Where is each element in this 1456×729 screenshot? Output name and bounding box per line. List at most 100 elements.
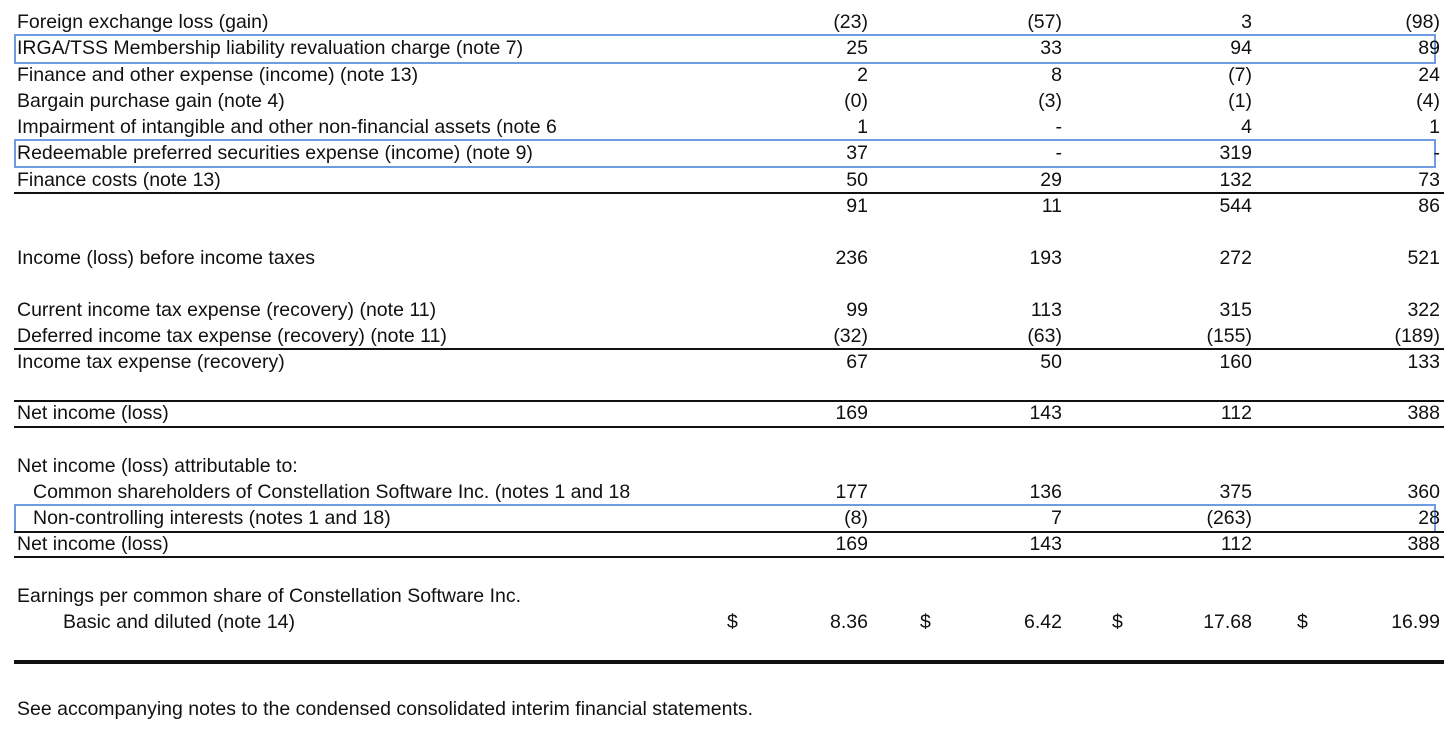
cell-value: 99 (846, 299, 868, 321)
row-label: Net income (loss) (17, 533, 169, 555)
currency-symbol: $ (1112, 611, 1123, 633)
cell-value: 193 (1029, 247, 1062, 269)
cell-value: 521 (1407, 247, 1440, 269)
row-label: Earnings per common share of Constellati… (17, 585, 522, 607)
cell-value: (155) (1206, 325, 1252, 347)
cell-value: 16.99 (1391, 611, 1440, 633)
cell-value: 133 (1407, 351, 1440, 373)
row-label: Finance and other expense (income) (note… (17, 64, 419, 86)
currency-symbol: $ (920, 611, 931, 633)
row-label: Finance costs (note 13) (17, 169, 221, 191)
highlight-box (14, 34, 1436, 64)
cell-value: 7 (1051, 507, 1062, 529)
cell-value: 3 (1241, 11, 1252, 33)
rule (14, 348, 1444, 350)
cell-value: 143 (1029, 402, 1062, 424)
row-label: Income (loss) before income taxes (17, 247, 316, 269)
cell-value: (98) (1405, 11, 1440, 33)
cell-value: (57) (1027, 11, 1062, 33)
cell-value: 132 (1219, 169, 1252, 191)
cell-value: 375 (1219, 481, 1252, 503)
cell-value: 28 (1418, 507, 1440, 529)
row-label: Common shareholders of Constellation Sof… (33, 481, 631, 503)
rule (14, 426, 1444, 428)
cell-value: (0) (844, 90, 868, 112)
cell-value: 73 (1418, 169, 1440, 191)
cell-value: - (1433, 142, 1441, 164)
row-label: Foreign exchange loss (gain) (17, 11, 269, 33)
row-label: Redeemable preferred securities expense … (17, 142, 533, 164)
cell-value: 86 (1418, 195, 1440, 217)
row-label: IRGA/TSS Membership liability revaluatio… (17, 37, 524, 59)
cell-value: (63) (1027, 325, 1062, 347)
row-label: Current income tax expense (recovery) (n… (17, 299, 437, 321)
cell-value: 112 (1220, 533, 1252, 555)
currency-symbol: $ (1297, 611, 1308, 633)
cell-value: 113 (1030, 299, 1062, 321)
rule (14, 192, 1444, 194)
cell-value: 388 (1407, 402, 1440, 424)
cell-value: 25 (846, 37, 868, 59)
cell-value: - (1055, 142, 1063, 164)
cell-value: 8.36 (830, 611, 868, 633)
cell-value: 24 (1418, 64, 1440, 86)
cell-value: - (1055, 116, 1063, 138)
rule (14, 556, 1444, 558)
cell-value: 50 (1040, 351, 1062, 373)
cell-value: 272 (1219, 247, 1252, 269)
cell-value: 6.42 (1024, 611, 1062, 633)
cell-value: (263) (1206, 507, 1252, 529)
rule (14, 400, 1444, 402)
cell-value: 388 (1407, 533, 1440, 555)
cell-value: 169 (835, 533, 868, 555)
cell-value: (32) (833, 325, 868, 347)
cell-value: 319 (1219, 142, 1252, 164)
cell-value: 544 (1219, 195, 1252, 217)
cell-value: (189) (1394, 325, 1440, 347)
cell-value: 37 (846, 142, 868, 164)
row-label: Non-controlling interests (notes 1 and 1… (33, 507, 391, 529)
highlight-box (14, 139, 1436, 168)
cell-value: 360 (1407, 481, 1440, 503)
cell-value: 112 (1220, 402, 1252, 424)
row-label: Income tax expense (recovery) (17, 351, 285, 373)
cell-value: 17.68 (1203, 611, 1252, 633)
cell-value: 236 (835, 247, 868, 269)
row-label: Net income (loss) attributable to: (17, 455, 298, 477)
cell-value: 160 (1219, 351, 1252, 373)
cell-value: (4) (1416, 90, 1440, 112)
cell-value: 91 (846, 195, 868, 217)
cell-value: (23) (833, 11, 868, 33)
cell-value: 143 (1029, 533, 1062, 555)
row-label: Impairment of intangible and other non-f… (17, 116, 557, 138)
cell-value: (8) (844, 507, 868, 529)
row-label: Deferred income tax expense (recovery) (… (17, 325, 447, 347)
cell-value: 33 (1040, 37, 1062, 59)
cell-value: 315 (1219, 299, 1252, 321)
cell-value: 1 (1429, 116, 1440, 138)
currency-symbol: $ (727, 611, 738, 633)
cell-value: 177 (835, 481, 868, 503)
cell-value: 94 (1230, 37, 1252, 59)
rule (14, 531, 1444, 533)
cell-value: 2 (857, 64, 868, 86)
cell-value: 1 (857, 116, 868, 138)
thick-rule (14, 660, 1444, 664)
cell-value: 50 (846, 169, 868, 191)
cell-value: 136 (1029, 481, 1062, 503)
cell-value: (1) (1228, 90, 1252, 112)
row-label: Bargain purchase gain (note 4) (17, 90, 285, 112)
cell-value: 67 (846, 351, 868, 373)
footnote: See accompanying notes to the condensed … (17, 698, 754, 720)
cell-value: 322 (1407, 299, 1440, 321)
cell-value: 29 (1040, 169, 1062, 191)
row-label: Net income (loss) (17, 402, 169, 424)
cell-value: 169 (835, 402, 868, 424)
cell-value: 11 (1041, 195, 1062, 217)
cell-value: (7) (1228, 64, 1252, 86)
cell-value: 89 (1418, 37, 1440, 59)
cell-value: 8 (1051, 64, 1062, 86)
cell-value: 4 (1241, 116, 1252, 138)
cell-value: (3) (1038, 90, 1062, 112)
